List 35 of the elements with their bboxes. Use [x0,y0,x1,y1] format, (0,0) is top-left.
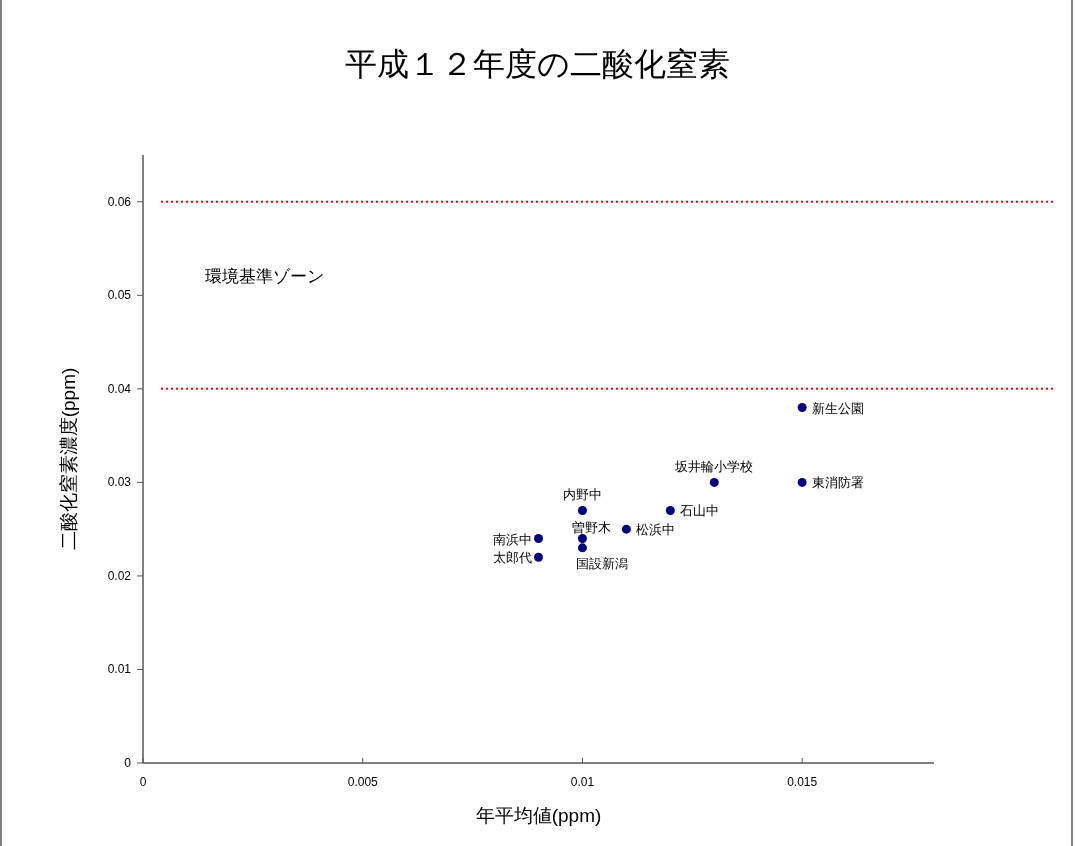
chart-title: 平成１２年度の二酸化窒素 [345,46,730,82]
x-tick-label: 0.01 [570,775,595,789]
series-label: 松浜中 [636,522,676,538]
series-label: 曽野木 [572,519,612,535]
point [577,534,587,544]
series-label: 国設新潟 [576,555,629,571]
y-tick-label: 0.04 [107,381,132,396]
y-tick-label: 0.06 [107,194,132,209]
x-tick-label: 0.005 [347,775,379,789]
y-tick-label: 0.03 [107,475,132,490]
x-tick-label: 0 [139,775,147,789]
point [797,403,807,413]
point [621,524,631,534]
series-label: 石山中 [680,503,720,519]
y-tick-label: 0.02 [107,568,132,583]
annotation: 環境基準ゾーン [205,267,324,286]
series-label: 内野中 [562,487,602,503]
point [534,534,543,544]
series-label: 新生公園 [812,400,865,416]
point [577,505,587,515]
x-tick-label: 0.015 [787,775,818,789]
series-label: 南浜中 [492,531,532,547]
point [709,477,719,487]
x-axis-title: 年平均値(ppm) [475,805,602,826]
y-axis-title: 二酸化窒素濃度(ppm) [58,367,79,551]
point [534,552,543,562]
point [577,543,587,553]
series-label: 東消防署 [812,475,865,491]
series-label: 坂井輪小学校 [674,459,754,475]
y-tick-label: 0 [124,756,132,770]
y-tick-label: 0.01 [107,662,132,677]
point [797,477,807,487]
series-label: 太郎代 [492,550,532,566]
y-tick-label: 0.05 [107,288,132,303]
point [665,505,675,515]
